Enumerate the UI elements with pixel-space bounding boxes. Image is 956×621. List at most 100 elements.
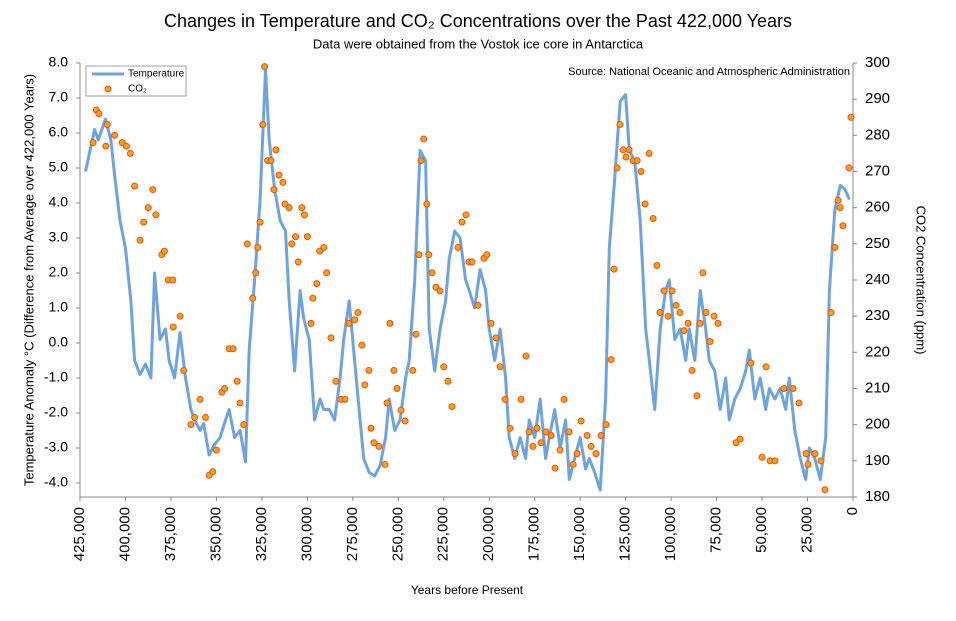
co2-point xyxy=(821,486,829,494)
co2-point xyxy=(676,309,684,317)
co2-point xyxy=(229,345,237,353)
co2-point xyxy=(710,312,718,320)
co2-point xyxy=(668,287,676,295)
co2-point xyxy=(706,337,714,345)
co2-point xyxy=(458,218,466,226)
co2-point xyxy=(240,421,248,429)
y2-tick-label: 300 xyxy=(865,54,890,71)
co2-point xyxy=(537,439,545,447)
co2-point xyxy=(243,240,251,248)
co2-point xyxy=(270,186,278,194)
co2-point xyxy=(370,439,378,447)
co2-point xyxy=(367,424,375,432)
x-axis-label: Years before Present xyxy=(411,583,524,597)
y2-tick-label: 210 xyxy=(865,379,890,396)
y2-tick-label: 230 xyxy=(865,307,890,324)
co2-point xyxy=(365,366,373,374)
co2-point xyxy=(180,366,188,374)
co2-point xyxy=(292,233,300,241)
co2-point xyxy=(323,269,331,277)
co2-point xyxy=(313,280,321,288)
x-tick-label: 250,000 xyxy=(389,507,406,561)
x-tick-label: 75,000 xyxy=(708,507,725,553)
co2-point xyxy=(483,251,491,259)
co2-point xyxy=(279,178,287,186)
legend-label: Temperature xyxy=(128,69,185,80)
co2-point xyxy=(696,319,704,327)
co2-point xyxy=(187,421,195,429)
co2-point xyxy=(423,200,431,208)
co2-point xyxy=(417,157,425,165)
co2-point xyxy=(533,424,541,432)
co2-point xyxy=(560,395,568,403)
co2-point xyxy=(506,424,514,432)
co2-point xyxy=(569,460,577,468)
co2-point xyxy=(136,236,144,244)
co2-point xyxy=(160,247,168,255)
y2-tick-label: 180 xyxy=(865,488,890,505)
co2-point xyxy=(525,428,533,436)
co2-point xyxy=(645,149,653,157)
co2-point xyxy=(625,146,633,154)
x-tick-label: 100,000 xyxy=(662,507,679,561)
co2-point xyxy=(847,113,855,121)
co2-point xyxy=(474,301,482,309)
co2-point xyxy=(758,453,766,461)
x-tick-label: 50,000 xyxy=(753,507,770,553)
y2-tick-label: 270 xyxy=(865,162,890,179)
co2-point xyxy=(201,413,209,421)
x-tick-label: 25,000 xyxy=(798,507,815,553)
co2-point xyxy=(684,319,692,327)
co2-point xyxy=(307,319,315,327)
co2-point xyxy=(573,450,581,458)
x-tick-label: 0 xyxy=(844,507,861,515)
co2-point xyxy=(802,450,810,458)
co2-point xyxy=(501,395,509,403)
co2-point xyxy=(236,399,244,407)
y-tick-label: 8.0 xyxy=(49,54,69,70)
co2-point xyxy=(300,211,308,219)
co2-point xyxy=(637,168,645,175)
co2-point xyxy=(401,417,409,425)
co2-point xyxy=(440,363,448,371)
co2-point xyxy=(259,120,267,128)
co2-point xyxy=(462,211,470,219)
co2-point xyxy=(702,309,710,317)
co2-point xyxy=(252,269,260,277)
co2-point xyxy=(261,63,269,71)
co2-point xyxy=(89,139,97,147)
co2-point xyxy=(542,428,550,436)
x-tick-label: 400,000 xyxy=(116,507,133,561)
y-tick-label: 4.0 xyxy=(49,194,69,210)
co2-point xyxy=(169,323,177,331)
co2-point xyxy=(381,460,389,468)
x-tick-label: 350,000 xyxy=(207,507,224,561)
co2-point xyxy=(817,457,825,465)
co2-point xyxy=(303,233,311,241)
co2-point xyxy=(699,269,707,277)
legend-box xyxy=(85,65,187,97)
co2-point xyxy=(649,215,657,223)
co2-point xyxy=(517,395,525,403)
y-tick-label: -3.0 xyxy=(44,439,68,455)
y-tick-label: -4.0 xyxy=(44,474,68,490)
co2-point xyxy=(827,309,835,317)
y-tick-label: 0.0 xyxy=(49,334,69,350)
y-axis-label: Temperature Anomaly °C (Difference from … xyxy=(21,74,36,486)
y2-tick-label: 240 xyxy=(865,271,890,288)
co2-point xyxy=(122,142,130,150)
co2-point xyxy=(383,399,391,407)
x-tick-label: 300,000 xyxy=(298,507,315,561)
legend-swatch xyxy=(104,85,112,93)
co2-point xyxy=(397,406,405,414)
co2-point xyxy=(836,204,844,212)
y-tick-label: -1.0 xyxy=(44,369,68,385)
co2-point xyxy=(209,468,217,476)
co2-point xyxy=(196,395,204,403)
co2-point xyxy=(839,222,847,230)
co2-point xyxy=(169,276,177,284)
y-tick-label: 7.0 xyxy=(49,89,69,105)
co2-point xyxy=(736,435,744,443)
co2-point xyxy=(294,258,302,266)
co2-point xyxy=(789,385,797,392)
